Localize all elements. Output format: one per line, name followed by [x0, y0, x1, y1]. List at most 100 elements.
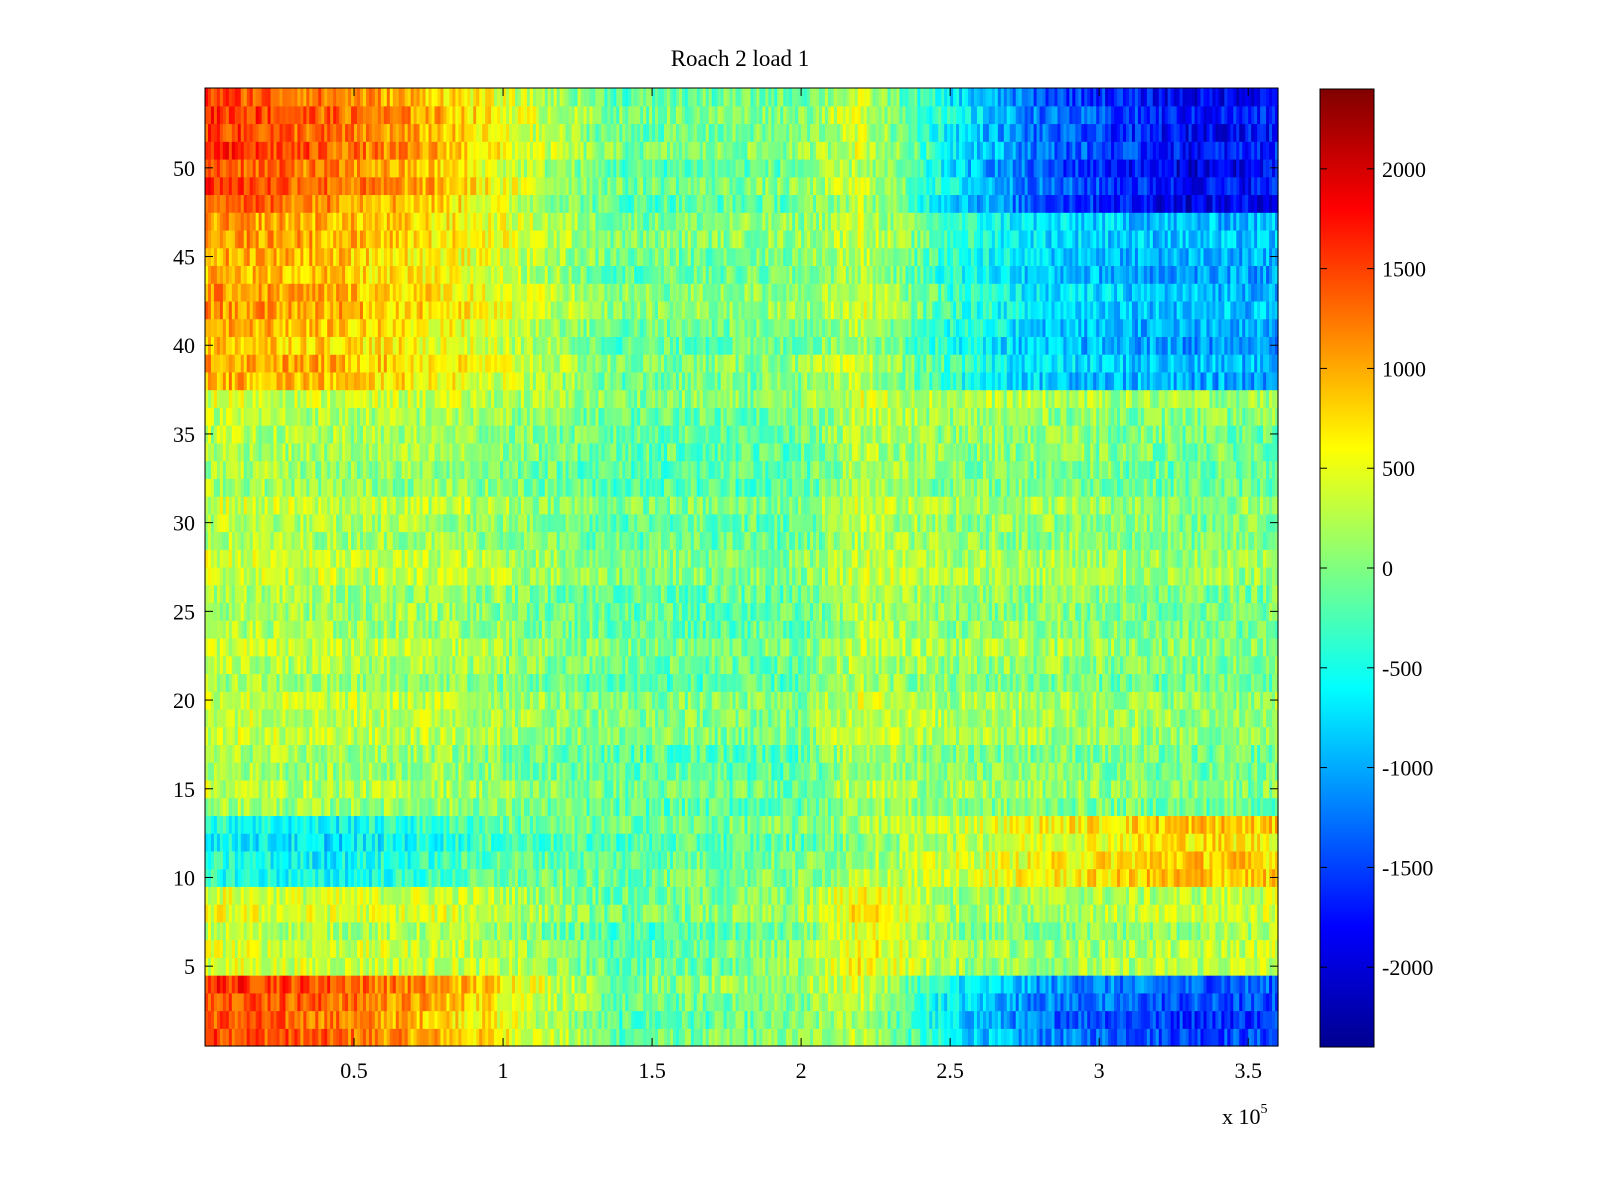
heatmap-cell	[616, 921, 620, 941]
heatmap-cell	[285, 939, 290, 958]
heatmap-cell	[920, 1010, 924, 1029]
heatmap-cell	[568, 868, 573, 887]
heatmap-cell	[288, 868, 293, 887]
heatmap-cell	[1236, 1010, 1240, 1029]
heatmap-cell	[878, 975, 883, 994]
heatmap-cell	[1218, 1010, 1222, 1029]
heatmap-cell	[833, 975, 838, 994]
heatmap-cell	[1200, 939, 1205, 958]
heatmap-cell	[911, 957, 915, 976]
heatmap-cell	[479, 868, 483, 887]
heatmap-cell	[792, 921, 796, 941]
heatmap-cell	[1123, 975, 1127, 994]
heatmap-cell	[512, 957, 516, 976]
heatmap-cell	[848, 975, 853, 994]
heatmap-cell	[1263, 957, 1267, 976]
heatmap-cell	[947, 1028, 951, 1047]
heatmap-cell	[681, 904, 686, 923]
heatmap-cell	[243, 921, 248, 941]
heatmap-cell	[1128, 1010, 1133, 1029]
heatmap-cell	[905, 886, 910, 905]
heatmap-cell	[985, 992, 990, 1012]
heatmap-cell	[875, 904, 880, 923]
heatmap-cell	[324, 957, 328, 976]
heatmap-cell	[929, 992, 933, 1012]
heatmap-cell	[1230, 992, 1234, 1012]
heatmap-cell	[842, 992, 847, 1012]
heatmap-cell	[729, 975, 734, 994]
heatmap-cell	[1158, 975, 1163, 994]
heatmap-cell	[431, 1028, 436, 1047]
heatmap-cell	[738, 1028, 743, 1047]
heatmap-cell	[920, 868, 924, 887]
heatmap-cell	[261, 939, 266, 958]
heatmap-cell	[610, 868, 614, 887]
heatmap-cell	[1006, 957, 1011, 976]
heatmap-cell	[1215, 939, 1219, 958]
heatmap-cell	[741, 886, 746, 905]
heatmap-cell	[517, 975, 522, 994]
heatmap-cell	[1090, 1028, 1094, 1047]
heatmap-cell	[607, 992, 611, 1012]
heatmap-cell	[509, 868, 513, 887]
heatmap-cell	[270, 868, 275, 887]
heatmap-cell	[345, 868, 349, 887]
heatmap-cell	[1218, 1028, 1222, 1047]
heatmap-cell	[359, 868, 364, 887]
heatmap-cell	[851, 992, 856, 1012]
heatmap-cell	[893, 939, 898, 958]
heatmap-cell	[1096, 957, 1100, 976]
heatmap-cell	[821, 921, 826, 941]
heatmap-cell	[205, 1028, 209, 1047]
heatmap-cell	[1137, 921, 1142, 941]
heatmap-cell	[982, 886, 987, 905]
heatmap-cell	[473, 939, 477, 958]
heatmap-cell	[279, 850, 284, 870]
heatmap-cell	[1057, 1028, 1062, 1047]
heatmap-cell	[649, 904, 653, 923]
heatmap-cell	[658, 904, 662, 923]
heatmap-cell	[485, 1028, 489, 1047]
heatmap-cell	[658, 921, 662, 941]
heatmap-cell	[243, 850, 248, 870]
heatmap-cell	[1143, 975, 1148, 994]
heatmap-cell	[893, 904, 898, 923]
heatmap-cell	[947, 975, 951, 994]
heatmap-cell	[768, 1010, 772, 1029]
heatmap-cell	[1272, 992, 1276, 1012]
heatmap-cell	[282, 868, 287, 887]
heatmap-cell	[887, 939, 892, 958]
heatmap-cell	[1158, 957, 1163, 976]
heatmap-cell	[768, 1028, 772, 1047]
heatmap-cell	[1018, 886, 1023, 905]
heatmap-cell	[1131, 1028, 1136, 1047]
heatmap-cell	[717, 939, 722, 958]
heatmap-cell	[914, 886, 918, 905]
heatmap-cell	[407, 1028, 412, 1047]
heatmap-cell	[616, 868, 620, 887]
heatmap-cell	[595, 957, 600, 976]
heatmap-cell	[455, 1028, 459, 1047]
heatmap-cell	[309, 975, 313, 994]
heatmap-cell	[973, 992, 978, 1012]
heatmap-cell	[1176, 1028, 1181, 1047]
heatmap-cell	[938, 921, 942, 941]
heatmap-cell	[488, 868, 492, 887]
heatmap-cell	[979, 904, 984, 923]
heatmap-cell	[1114, 1028, 1118, 1047]
heatmap-cell	[324, 868, 328, 887]
heatmap-cell	[413, 921, 418, 941]
heatmap-cell	[747, 868, 752, 887]
heatmap-cell	[473, 921, 477, 941]
heatmap-cell	[1021, 939, 1026, 958]
heatmap-cell	[661, 939, 665, 958]
heatmap-cell	[1108, 904, 1112, 923]
heatmap-cell	[747, 939, 752, 958]
heatmap-cell	[1081, 1028, 1085, 1047]
heatmap-cell	[881, 1010, 886, 1029]
heatmap-cell	[1257, 904, 1261, 923]
heatmap-cell	[1075, 1028, 1079, 1047]
heatmap-cell	[1260, 886, 1264, 905]
heatmap-cell	[1137, 1028, 1142, 1047]
heatmap-cell	[523, 904, 528, 923]
